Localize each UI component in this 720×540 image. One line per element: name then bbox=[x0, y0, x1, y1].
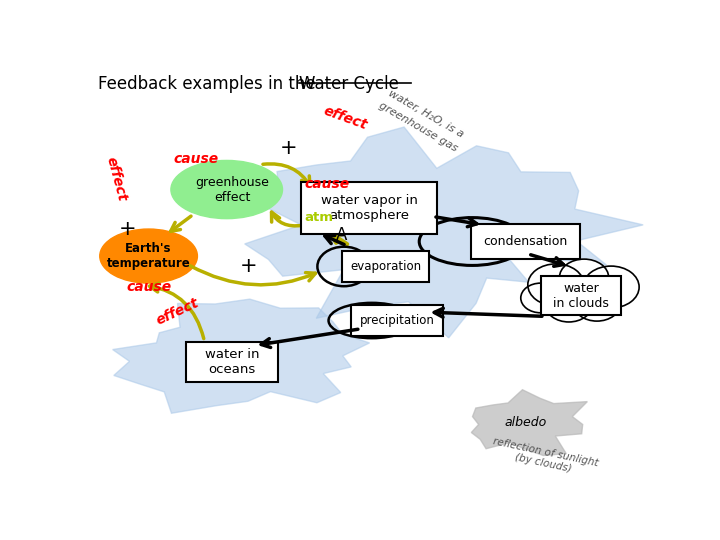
Text: Water Cycle: Water Cycle bbox=[300, 75, 399, 93]
Text: greenhouse
effect: greenhouse effect bbox=[195, 176, 269, 204]
Text: effect: effect bbox=[322, 104, 369, 132]
Circle shape bbox=[559, 259, 608, 296]
Text: cause: cause bbox=[305, 177, 350, 191]
Text: effect: effect bbox=[154, 296, 202, 328]
Text: water, H₂O, is a
greenhouse gas: water, H₂O, is a greenhouse gas bbox=[377, 87, 467, 154]
Text: effect: effect bbox=[104, 155, 130, 203]
Circle shape bbox=[521, 283, 561, 313]
Text: water vapor in
atmosphere: water vapor in atmosphere bbox=[320, 194, 418, 222]
FancyBboxPatch shape bbox=[301, 183, 437, 234]
Circle shape bbox=[574, 286, 621, 321]
Circle shape bbox=[528, 264, 584, 306]
FancyBboxPatch shape bbox=[541, 276, 621, 315]
Polygon shape bbox=[112, 299, 369, 413]
Text: reflection of sunlight
(by clouds): reflection of sunlight (by clouds) bbox=[490, 436, 600, 480]
Text: Earth's
temperature: Earth's temperature bbox=[107, 242, 191, 270]
Text: cause: cause bbox=[174, 152, 219, 166]
FancyBboxPatch shape bbox=[471, 224, 580, 259]
Text: precipitation: precipitation bbox=[359, 314, 434, 327]
Polygon shape bbox=[472, 390, 588, 456]
FancyBboxPatch shape bbox=[186, 342, 279, 382]
Polygon shape bbox=[245, 127, 643, 338]
Circle shape bbox=[583, 266, 639, 308]
Text: atm: atm bbox=[305, 211, 334, 224]
Ellipse shape bbox=[171, 160, 282, 219]
Text: condensation: condensation bbox=[483, 235, 567, 248]
Text: A: A bbox=[336, 226, 347, 244]
Text: Feedback examples in the: Feedback examples in the bbox=[99, 75, 321, 93]
Text: +: + bbox=[240, 256, 258, 276]
Text: water in
oceans: water in oceans bbox=[205, 348, 259, 376]
Text: cause: cause bbox=[126, 280, 171, 294]
FancyBboxPatch shape bbox=[343, 251, 429, 282]
Text: +: + bbox=[119, 219, 137, 239]
Text: water
in clouds: water in clouds bbox=[553, 281, 609, 309]
FancyBboxPatch shape bbox=[351, 305, 443, 336]
Ellipse shape bbox=[100, 229, 197, 283]
Text: evaporation: evaporation bbox=[350, 260, 421, 273]
Text: +: + bbox=[279, 138, 297, 158]
Text: albedo: albedo bbox=[504, 416, 546, 429]
Circle shape bbox=[545, 287, 593, 322]
